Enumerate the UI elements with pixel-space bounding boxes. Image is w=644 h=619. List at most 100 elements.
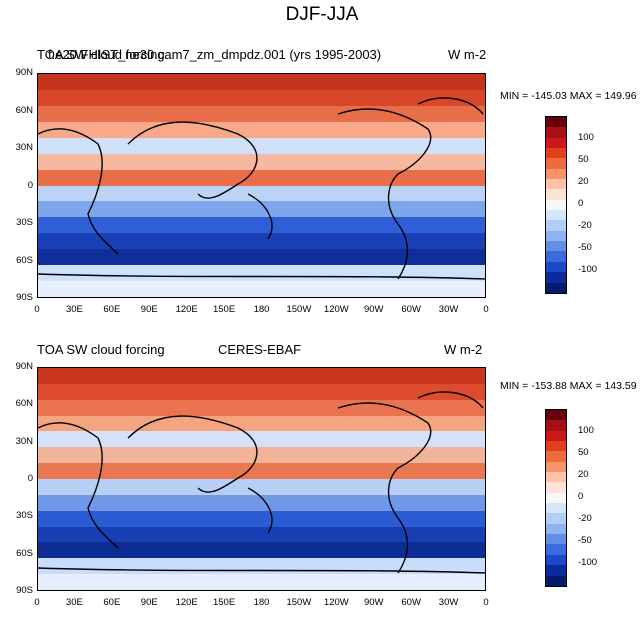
coastlines (38, 391, 485, 574)
colorbar-tick-label: -20 (578, 220, 592, 231)
lon-tick-label: 120W (323, 304, 349, 315)
colorbar-swatch (546, 189, 566, 200)
lon-tick-label: 90E (140, 597, 158, 608)
lon-tick-label: 180 (253, 597, 270, 608)
lon-tick-label: 150E (212, 597, 236, 608)
lat-tick-label: 60N (15, 398, 33, 410)
lon-tick-label: 0 (34, 304, 40, 315)
coastline-path (247, 193, 273, 240)
map-color-band (38, 105, 485, 123)
map-color-band (38, 153, 485, 171)
map-color-band (38, 431, 485, 449)
panel1-left-title: TOA SW cloud forcing (37, 47, 165, 62)
map-color-band (38, 233, 485, 251)
lat-tick-label: 30N (15, 142, 33, 153)
map-color-band (38, 574, 485, 590)
panel1-right-title: W m-2 (448, 47, 487, 62)
map-color-band (38, 542, 485, 560)
colorbar-swatch (546, 575, 566, 586)
colorbar-tick-label: 0 (578, 491, 584, 502)
panel1-map (37, 73, 486, 298)
lat-tick-label: 90N (15, 361, 33, 372)
coastline-path (38, 422, 119, 549)
map-color-band (38, 217, 485, 235)
colorbar-swatch (546, 503, 566, 514)
lat-tick-label: 30S (16, 217, 33, 228)
colorbar-tick-label: 0 (578, 198, 584, 209)
colorbar-tick-label: -100 (578, 557, 598, 568)
colorbar-swatch (546, 230, 566, 242)
panel2-center-title: CERES-EBAF (218, 342, 302, 357)
lon-tick-label: 30W (438, 597, 459, 608)
map-color-band (38, 399, 485, 417)
colorbar-swatch (546, 220, 566, 231)
colorbar-swatch (546, 523, 566, 535)
coastline-path (127, 121, 258, 199)
colorbar-tick-label: -50 (578, 535, 592, 546)
panel1-colorbar (545, 116, 567, 294)
lon-tick-label: 150E (212, 304, 236, 315)
lat-tick-label: 30S (16, 510, 33, 522)
colorbar-swatch (546, 492, 566, 504)
map-color-band (38, 121, 485, 139)
colorbar-tick-label: -50 (578, 242, 592, 253)
colorbar-tick-label: 50 (578, 154, 589, 165)
colorbar-tick-label: 100 (578, 425, 594, 436)
panel1-center-title: f.e20.FHIST_ne30.cam7_zm_dmpdz.001 (yrs … (48, 47, 382, 62)
panel2-map (37, 367, 486, 591)
colorbar-swatch (546, 565, 566, 576)
lon-tick-label: 90W (363, 304, 384, 315)
colorbar-swatch (546, 441, 566, 452)
colorbar-swatch (546, 554, 566, 566)
map-color-band (38, 510, 485, 528)
colorbar-swatch (546, 137, 566, 149)
lon-tick-label: 180 (253, 304, 270, 315)
colorbar-swatch (546, 148, 566, 159)
panel1-stats: MIN = -145.03 MAX = 149.96 (500, 90, 637, 102)
lat-tick-label: 60S (16, 547, 33, 559)
panel2-stats: MIN = -153.88 MAX = 143.59 (500, 380, 637, 392)
map-color-band (38, 368, 485, 385)
coastline-path (38, 128, 119, 255)
colorbar-tick-label: -20 (578, 513, 592, 524)
colorbar-swatch (546, 482, 566, 493)
map-color-band (38, 447, 485, 465)
lon-tick-label: 0 (483, 304, 489, 315)
map-color-band (38, 415, 485, 433)
lat-tick-label: 60S (16, 254, 33, 266)
colorbar-tick-label: -100 (578, 264, 598, 275)
coastline-path (38, 567, 485, 574)
colorbar-swatch (546, 261, 566, 273)
lon-tick-label: 30W (438, 304, 459, 315)
colorbar-swatch (546, 534, 566, 545)
coastline-path (337, 402, 432, 574)
coastlines (38, 97, 485, 280)
colorbar-swatch (546, 420, 566, 431)
lon-tick-label: 0 (483, 597, 489, 608)
lon-tick-label: 150W (286, 304, 312, 315)
lon-tick-label: 90E (140, 304, 158, 315)
coastline-path (337, 108, 432, 280)
lat-tick-label: 0 (27, 179, 33, 191)
map-color-band (38, 383, 485, 401)
colorbar-swatch (546, 251, 566, 262)
colorbar-tick-label: 20 (578, 176, 589, 187)
colorbar-swatch (546, 179, 566, 190)
panel2-right-title: W m-2 (444, 342, 483, 357)
colorbar-swatch (546, 199, 566, 211)
map-color-band (38, 265, 485, 283)
panel2-left-title: TOA SW cloud forcing (37, 342, 165, 357)
coastline-path (127, 415, 258, 493)
map-color-band (38, 494, 485, 512)
colorbar-swatch (546, 282, 566, 293)
map-color-band (38, 479, 485, 496)
lon-tick-label: 120E (175, 304, 198, 315)
map-color-band (38, 137, 485, 155)
map-color-band (38, 89, 485, 107)
colorbar-swatch (546, 410, 566, 421)
colorbar-swatch (546, 430, 566, 442)
coastline-path (38, 273, 485, 280)
map-color-band (38, 526, 485, 544)
map-color-band (38, 281, 485, 297)
lon-tick-label: 150W (286, 597, 312, 608)
